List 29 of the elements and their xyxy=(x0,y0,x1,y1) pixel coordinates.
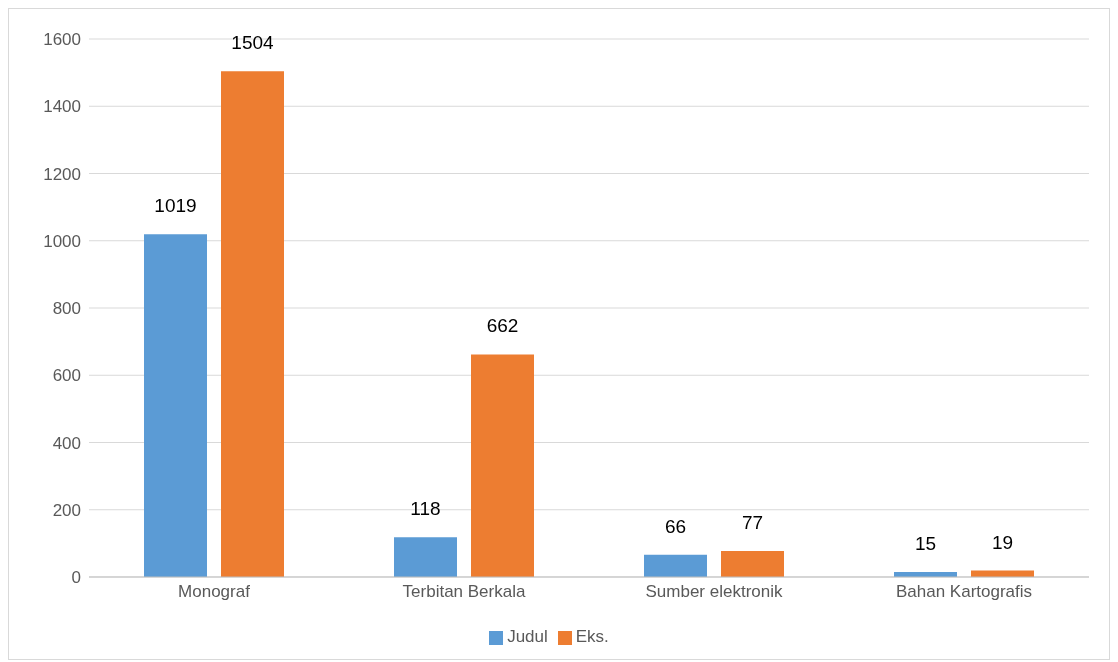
y-tick-label: 1400 xyxy=(43,97,81,117)
data-label: 118 xyxy=(410,498,441,520)
legend-label: Eks. xyxy=(575,627,609,646)
y-tick-label: 1600 xyxy=(43,30,81,50)
bar xyxy=(471,354,534,577)
y-tick-label: 200 xyxy=(52,500,81,520)
data-label: 1019 xyxy=(154,195,197,217)
data-label: 19 xyxy=(991,531,1014,553)
x-tick-label: Bahan Kartografis xyxy=(895,582,1033,602)
y-tick-label: 800 xyxy=(52,299,81,319)
y-tick-label: 1000 xyxy=(43,231,81,251)
x-tick-label: Terbitan Berkala xyxy=(402,582,526,602)
bar xyxy=(644,554,707,577)
x-tick-label: Sumber elektronik xyxy=(645,582,783,602)
bar xyxy=(394,537,457,577)
bar xyxy=(721,551,784,577)
data-label: 662 xyxy=(486,315,519,337)
data-label: 1504 xyxy=(231,32,275,54)
x-tick-label: Monograf xyxy=(178,582,251,602)
legend-label: Judul xyxy=(507,627,548,646)
y-tick-label: 600 xyxy=(52,366,81,386)
data-label: 66 xyxy=(664,515,687,537)
y-tick-label: 400 xyxy=(52,433,81,453)
data-label: 15 xyxy=(914,532,937,554)
bar xyxy=(221,71,284,577)
y-tick-label: 0 xyxy=(71,568,81,588)
y-tick-label: 1200 xyxy=(43,164,81,184)
data-label: 77 xyxy=(741,512,764,534)
bar xyxy=(144,234,207,577)
